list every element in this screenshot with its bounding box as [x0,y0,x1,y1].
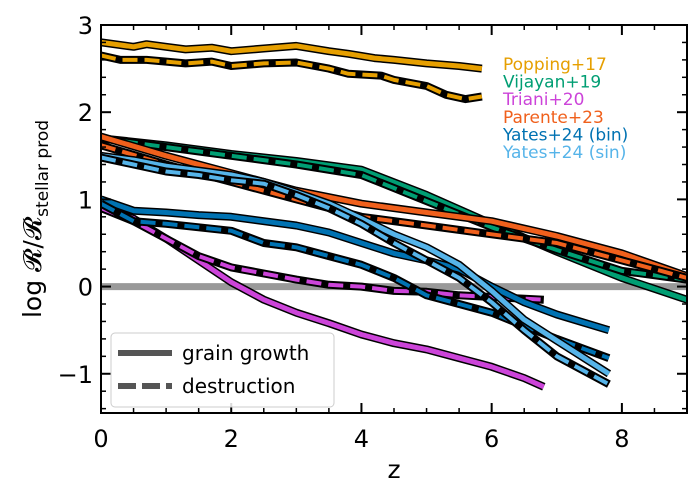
x-tick-label: 2 [224,425,239,453]
y-tick-label: 0 [78,274,93,302]
legend-label-grain-growth: grain growth [182,341,309,365]
series-layer [101,38,687,391]
annotation-parente-23: Parente+23 [503,108,604,128]
x-tick-label: 6 [484,425,499,453]
y-tick-label: −1 [58,361,93,389]
tick-label-layer: 0 2 4 6 8 −1 0 1 2 3 [58,12,630,453]
series-line-solid [101,134,687,279]
y-tick-label: 3 [78,12,93,40]
tick-layer [100,24,687,413]
annotation-triani-20: Triani+20 [502,90,584,110]
y-tick-label: 2 [78,99,93,127]
series-popping-17-grain-growth [101,38,483,73]
y-axis-label-sub: stellar prod [33,120,53,217]
legend: grain growth destruction [110,332,335,408]
series-line-dashed [101,136,687,282]
series-yates-24-sin-grain-growth [101,151,612,378]
series-line-solid [101,197,610,333]
annotation-yates-24-sin: Yates+24 (sin) [502,143,626,163]
x-tick-label: 0 [93,425,108,453]
annotation-layer: Popping+17Vijayan+19Triani+20Parente+23Y… [502,55,628,163]
series-yates-24-bin-grain-growth [101,195,611,335]
series-line-solid [101,39,483,72]
series-line-dashed [101,206,544,302]
x-tick-label: 4 [354,425,369,453]
series-line-solid [101,153,611,376]
series-yates-24-sin-destruction [101,153,611,388]
series-popping-17-destruction [101,51,483,104]
series-triani-20-destruction [101,204,545,304]
x-axis-label: z [387,455,400,484]
series-vijayan-19-destruction [101,134,687,284]
y-axis-label: log 𝓡/𝓡stellar prod [18,120,53,318]
annotation-yates-24-bin: Yates+24 (bin) [502,125,628,145]
annotation-vijayan-19: Vijayan+19 [503,73,601,93]
svg-text:log 𝓡/𝓡stellar prod: log 𝓡/𝓡stellar prod [18,120,53,318]
y-tick-label: 1 [78,186,93,214]
series-line-dashed [101,53,483,102]
series-line-dashed [101,155,610,386]
series-parente-23-grain-growth [101,132,687,280]
annotation-popping-17: Popping+17 [503,55,607,75]
legend-label-destruction: destruction [182,374,295,398]
y-axis-label-main: log 𝓡/𝓡 [18,216,47,318]
x-tick-label: 8 [614,425,629,453]
